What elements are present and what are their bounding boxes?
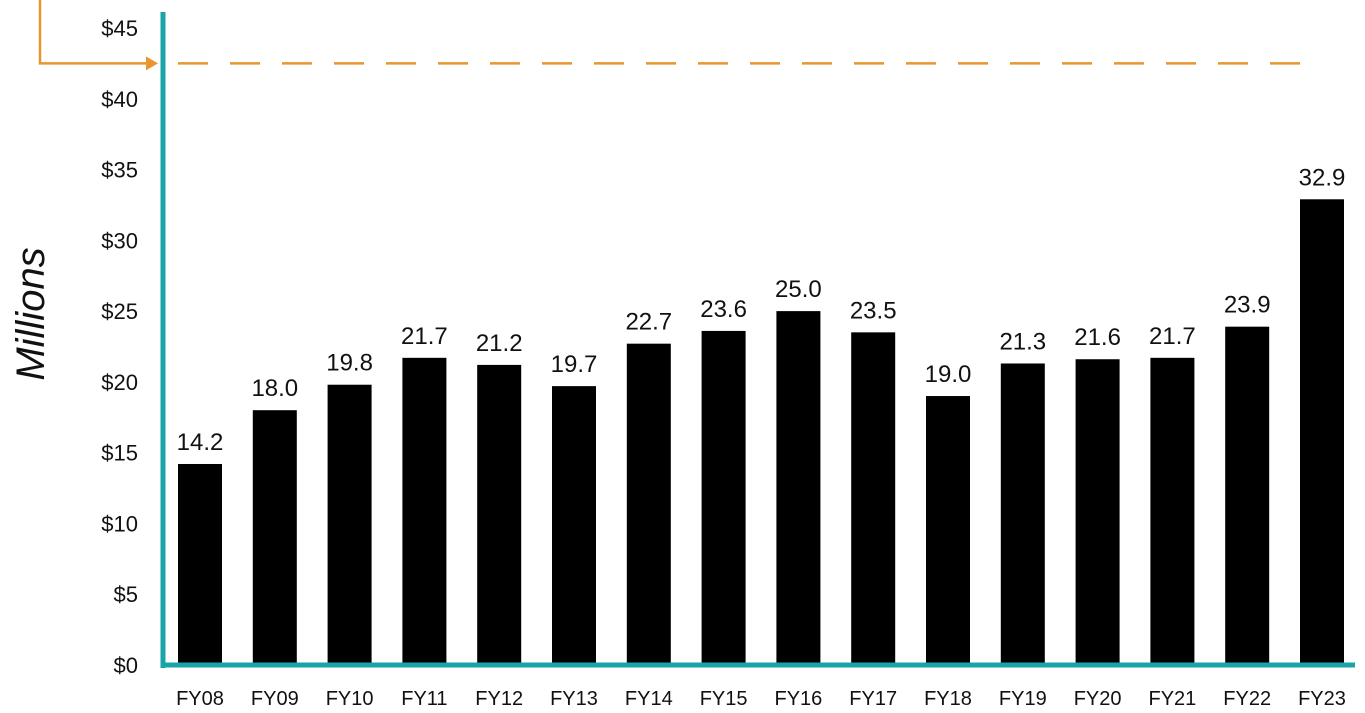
axes: [160, 12, 1355, 668]
bars: 14.2 18.0 19.8 21.7 21.2 19.7 22.7 23.6 25.0 23.5…: [177, 164, 1346, 665]
y-tick-label: $40: [101, 87, 138, 112]
y-tick-label: $45: [101, 16, 138, 41]
y-tick-label: $30: [101, 228, 138, 253]
data-label: 19.7: [551, 351, 598, 378]
bar-fy16: [776, 311, 821, 665]
x-tick-label: FY15: [700, 688, 748, 710]
reference-arrow-icon: [146, 56, 158, 71]
data-label: 19.8: [326, 350, 373, 377]
x-tick-label: FY13: [550, 688, 598, 710]
bar-fy09: [252, 410, 297, 665]
data-label: 22.7: [625, 309, 672, 336]
bar-fy20: [1075, 359, 1120, 665]
x-tick-label: FY22: [1223, 688, 1271, 710]
y-tick-label: $35: [101, 158, 138, 183]
data-label: 21.6: [1074, 324, 1121, 351]
data-label: 21.3: [999, 328, 1046, 355]
bar-fy19: [1000, 363, 1045, 665]
x-axis-labels: FY08 FY09 FY10 FY11 FY12 FY13 FY14 FY15 FY16 FY17…: [176, 688, 1346, 710]
x-tick-label: FY09: [251, 688, 299, 710]
x-tick-label: FY18: [924, 688, 972, 710]
bar-fy17: [851, 332, 896, 665]
bar-fy15: [701, 330, 746, 665]
reference-group: [38, 0, 1318, 71]
x-tick-label: FY08: [176, 688, 224, 710]
bar-fy10: [327, 384, 372, 665]
y-tick-label: $20: [101, 370, 138, 395]
data-label: 23.5: [850, 297, 897, 324]
data-label: 25.0: [775, 276, 822, 303]
y-tick-label: $5: [114, 582, 138, 607]
data-label: 23.9: [1224, 292, 1271, 319]
bar-fy13: [552, 386, 596, 665]
y-tick-label: $0: [114, 653, 138, 678]
data-label: 18.0: [251, 375, 298, 402]
bar-fy23: [1300, 199, 1344, 665]
x-tick-label: FY17: [849, 688, 897, 710]
data-label: 32.9: [1299, 164, 1346, 191]
data-label: 21.2: [476, 330, 523, 357]
x-tick-label: FY19: [999, 688, 1047, 710]
bar-fy22: [1225, 326, 1270, 665]
bar-fy08: [178, 463, 222, 665]
bar-fy18: [926, 396, 970, 665]
bar-fy14: [626, 343, 671, 665]
x-tick-label: FY21: [1148, 688, 1196, 710]
bar-fy12: [477, 364, 522, 665]
data-label: 19.0: [925, 361, 972, 388]
data-label: 14.2: [177, 429, 224, 456]
data-label: 21.7: [401, 323, 448, 350]
data-label: 21.7: [1149, 323, 1196, 350]
x-tick-label: FY10: [326, 688, 374, 710]
x-tick-label: FY14: [625, 688, 673, 710]
bar-fy21: [1150, 357, 1195, 665]
y-axis-ticks: $0 $5 $10 $15 $20 $25 $30 $35 $40 $45: [101, 16, 138, 678]
x-tick-label: FY20: [1074, 688, 1122, 710]
x-tick-label: FY11: [401, 688, 447, 710]
bar-fy11: [402, 357, 447, 665]
y-axis-title: Millions: [9, 247, 53, 380]
reference-bracket: [38, 0, 148, 65]
y-tick-label: $15: [101, 441, 138, 466]
x-tick-label: FY23: [1298, 688, 1346, 710]
data-label: 23.6: [700, 296, 747, 323]
y-tick-label: $25: [101, 299, 138, 324]
x-tick-label: FY12: [475, 688, 523, 710]
y-tick-label: $10: [101, 511, 138, 536]
x-tick-label: FY16: [774, 688, 822, 710]
